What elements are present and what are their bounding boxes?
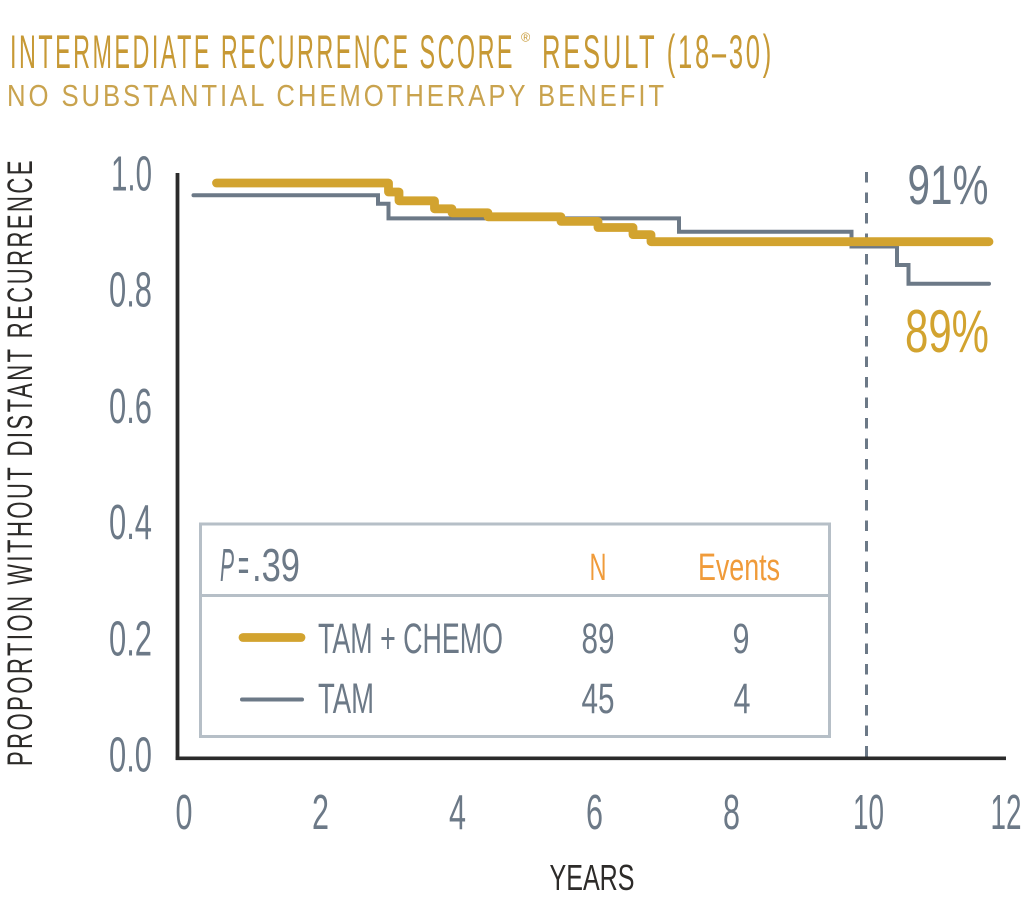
svg-text:0.6: 0.6 bbox=[109, 380, 152, 434]
svg-text:12: 12 bbox=[991, 786, 1022, 840]
svg-text:4: 4 bbox=[449, 786, 466, 840]
svg-text:8: 8 bbox=[723, 786, 740, 840]
svg-text:10: 10 bbox=[853, 786, 884, 840]
svg-text:YEARS: YEARS bbox=[550, 857, 635, 898]
svg-text:TAM + CHEMO: TAM + CHEMO bbox=[318, 615, 503, 663]
svg-text:0.2: 0.2 bbox=[109, 612, 152, 666]
svg-text:89: 89 bbox=[582, 615, 615, 663]
svg-text:0.8: 0.8 bbox=[109, 264, 152, 318]
svg-text:0: 0 bbox=[176, 786, 193, 840]
svg-text:PROPORTION WITHOUT DISTANT REC: PROPORTION WITHOUT DISTANT RECURRENCE bbox=[1, 158, 40, 766]
svg-text:0.0: 0.0 bbox=[109, 729, 152, 783]
svg-text:RESULT (18–30): RESULT (18–30) bbox=[542, 25, 774, 78]
svg-text:TAM: TAM bbox=[318, 675, 374, 723]
svg-text:2: 2 bbox=[312, 786, 329, 840]
svg-text:N: N bbox=[590, 547, 607, 589]
svg-text:1.0: 1.0 bbox=[111, 148, 152, 202]
svg-text:INTERMEDIATE RECURRENCE SCORE: INTERMEDIATE RECURRENCE SCORE bbox=[10, 25, 515, 78]
svg-text:®: ® bbox=[521, 31, 531, 45]
svg-text:6: 6 bbox=[586, 786, 603, 840]
svg-text:Events: Events bbox=[698, 547, 780, 589]
svg-text:=: = bbox=[238, 539, 249, 591]
svg-text:89%: 89% bbox=[905, 298, 989, 365]
svg-text:.39: .39 bbox=[252, 539, 300, 591]
svg-text:91%: 91% bbox=[908, 153, 989, 216]
svg-text:NO SUBSTANTIAL CHEMOTHERAPY BE: NO SUBSTANTIAL CHEMOTHERAPY BENEFIT bbox=[7, 78, 667, 113]
svg-text:4: 4 bbox=[734, 675, 751, 723]
svg-text:P: P bbox=[220, 539, 234, 591]
svg-text:9: 9 bbox=[733, 615, 750, 663]
svg-text:45: 45 bbox=[582, 675, 615, 723]
svg-text:0.4: 0.4 bbox=[109, 496, 152, 550]
